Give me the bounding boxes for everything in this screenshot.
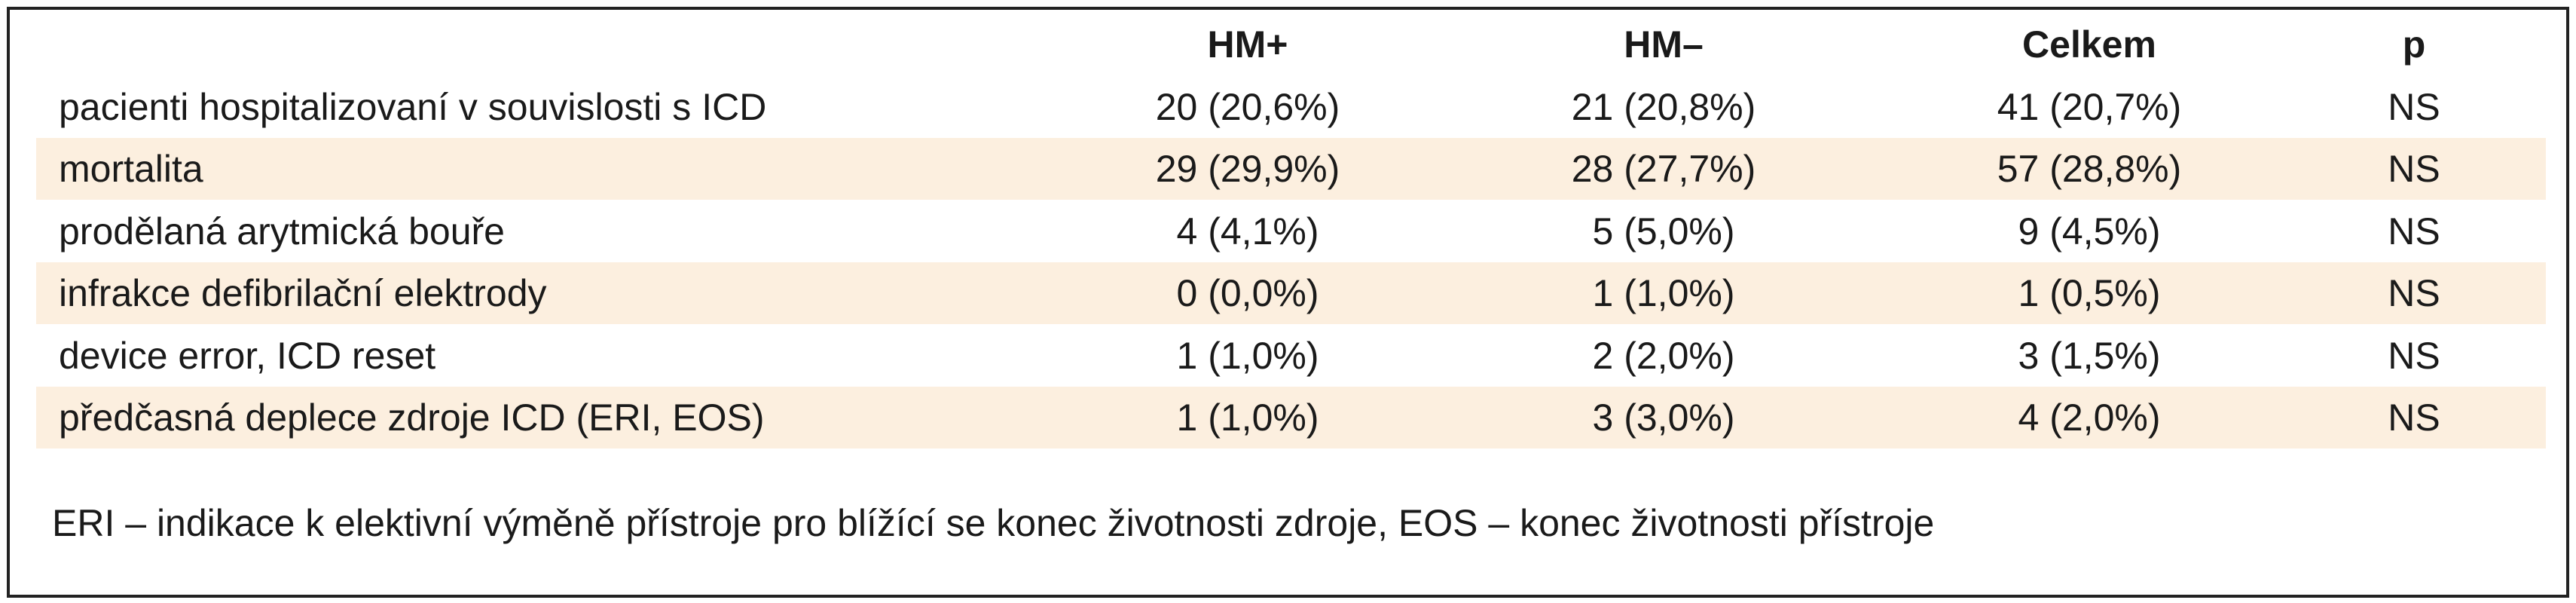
table-cell: NS [2388,396,2440,439]
table-cell: 4 (4,1%) [1176,210,1319,253]
table-cell: 9 (4,5%) [2018,210,2161,253]
table-cell: NS [2388,272,2440,314]
table-cell: 1 (1,0%) [1592,272,1735,314]
row-label: infrakce defibrilační elektrody [59,272,547,314]
table-cell: 1 (0,5%) [2018,272,2161,314]
row-label: předčasná deplece zdroje ICD (ERI, EOS) [59,396,765,439]
table-cell: 29 (29,9%) [1155,148,1340,190]
table-row: pacienti hospitalizovaní v souvislosti s… [36,76,2546,138]
table-row: mortalita 29 (29,9%) 28 (27,7%) 57 (28,8%) N… [36,138,2546,200]
column-header: Celkem [2022,23,2156,66]
column-header: HM+ [1207,23,1288,66]
table-cell: 1 (1,0%) [1176,396,1319,439]
table-cell: 4 (2,0%) [2018,396,2161,439]
footnote: ERI – indikace k elektivní výměně přístr… [52,502,1935,544]
table-cell: NS [2388,148,2440,190]
table-row: infrakce defibrilační elektrody 0 (0,0%) 1… [36,262,2546,324]
table-cell: 3 (1,5%) [2018,334,2161,377]
header-row: HM+ HM– Celkem p [36,14,2546,75]
table-cell: 3 (3,0%) [1592,396,1735,439]
table-cell: 2 (2,0%) [1592,334,1735,377]
table-row: device error, ICD reset 1 (1,0%) 2 (2,0%) 3… [36,325,2546,387]
table-frame: ERI – indikace k elektivní výměně přístr… [7,7,2569,598]
row-label: pacienti hospitalizovaní v souvislosti s… [59,85,767,128]
table-row: prodělaná arytmická bouře 4 (4,1%) 5 (5,0%… [36,200,2546,262]
table-cell: 28 (27,7%) [1571,148,1756,190]
table-cell: 57 (28,8%) [1997,148,2182,190]
table-cell: NS [2388,334,2440,377]
table-cell: 0 (0,0%) [1176,272,1319,314]
table-row: předčasná deplece zdroje ICD (ERI, EOS) 1… [36,387,2546,448]
row-label: mortalita [59,148,203,190]
table-cell: 5 (5,0%) [1592,210,1735,253]
table-cell: NS [2388,210,2440,253]
table-cell: 1 (1,0%) [1176,334,1319,377]
column-header: p [2402,23,2426,66]
table-cell: 20 (20,6%) [1155,85,1340,128]
row-label: device error, ICD reset [59,334,436,377]
table-cell: 41 (20,7%) [1997,85,2182,128]
table-cell: 21 (20,8%) [1571,85,1756,128]
row-label: prodělaná arytmická bouře [59,210,505,253]
table-cell: NS [2388,85,2440,128]
column-header: HM– [1624,23,1704,66]
